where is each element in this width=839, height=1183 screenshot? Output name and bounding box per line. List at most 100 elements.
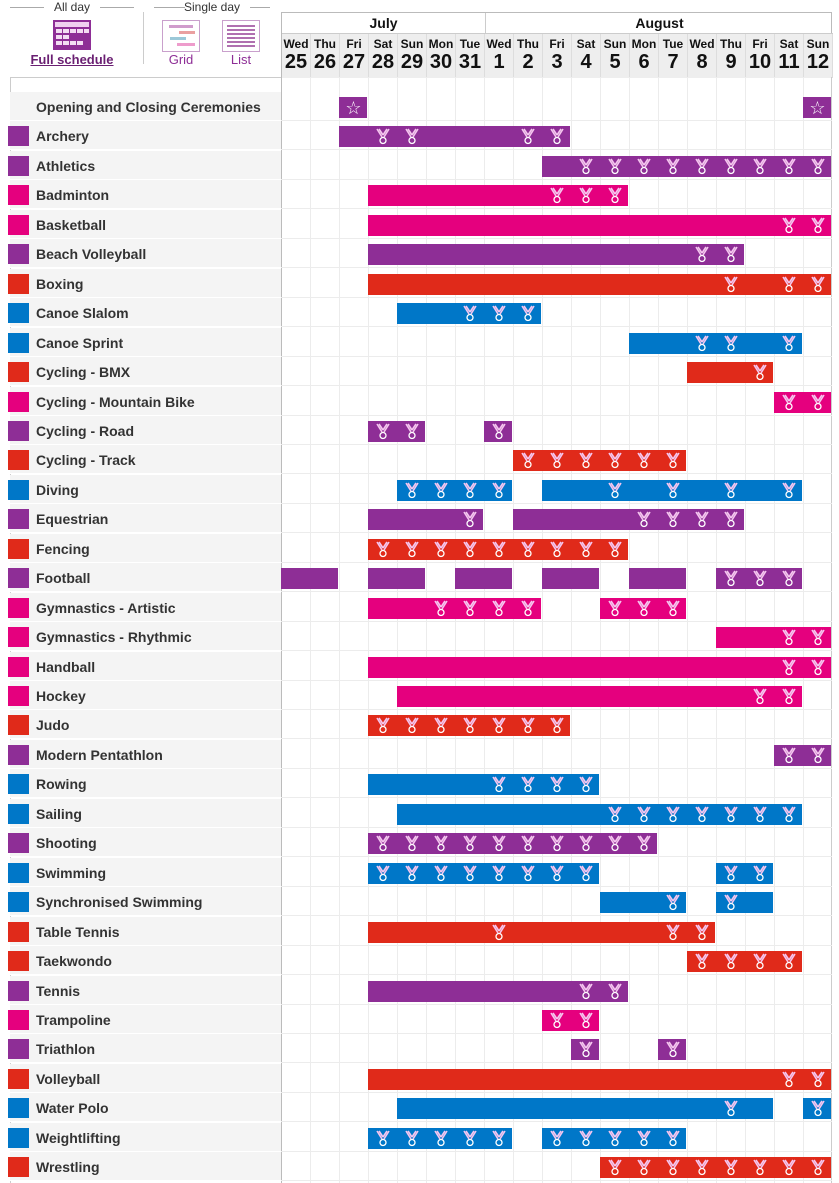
event-bar[interactable] [774,391,831,413]
sport-label[interactable]: Canoe Sprint [8,327,281,357]
day-header[interactable]: Mon 30 [427,34,456,78]
event-bar[interactable] [368,921,715,943]
sport-label[interactable]: Shooting [8,828,281,858]
sport-label[interactable]: Cycling - BMX [8,357,281,387]
event-bar[interactable] [368,568,425,590]
event-bar[interactable] [542,1009,599,1031]
sport-label[interactable]: Volleyball [8,1063,281,1093]
event-bar[interactable] [397,1098,773,1120]
day-header[interactable]: Sat 11 [775,34,804,78]
sport-label[interactable]: Canoe Slalom [8,298,281,328]
day-header[interactable]: Wed 25 [282,34,311,78]
event-bar[interactable] [542,1127,686,1149]
sport-label[interactable]: Tennis [8,975,281,1005]
sport-label[interactable]: Weightlifting [8,1122,281,1152]
event-bar[interactable]: ☆ [339,97,367,118]
sport-label[interactable]: Modern Pentathlon [8,739,281,769]
event-bar[interactable] [368,244,744,266]
sport-label[interactable]: Judo [8,710,281,740]
event-bar[interactable] [368,656,831,678]
day-header[interactable]: Sat 4 [572,34,601,78]
sport-label[interactable]: Athletics [8,150,281,180]
sport-label[interactable]: Cycling - Mountain Bike [8,386,281,416]
day-header[interactable]: Wed 1 [485,34,514,78]
sport-label[interactable]: Taekwondo [8,946,281,976]
day-header[interactable]: Tue 31 [456,34,485,78]
sport-label[interactable]: Football [8,563,281,593]
sport-label[interactable]: Archery [8,121,281,151]
event-bar[interactable] [571,1039,599,1061]
event-bar[interactable] [600,892,686,914]
event-bar[interactable] [629,332,802,354]
sport-label[interactable]: Hockey [8,681,281,710]
event-bar[interactable] [368,185,628,207]
sport-label[interactable]: Water Polo [8,1093,281,1123]
grid-view-button[interactable]: Grid [158,20,204,67]
day-header[interactable]: Thu 26 [311,34,340,78]
sport-label[interactable]: Synchronised Swimming [8,887,281,917]
event-bar[interactable] [339,126,570,148]
event-bar[interactable] [368,420,425,442]
event-bar[interactable] [774,744,831,766]
day-header[interactable]: Sat 28 [369,34,398,78]
day-header[interactable]: Mon 6 [630,34,659,78]
day-header[interactable]: Thu 2 [514,34,543,78]
event-bar[interactable] [542,568,599,590]
event-bar[interactable]: ☆ [803,97,831,118]
sport-label[interactable]: Rowing [8,769,281,799]
sport-label[interactable]: Opening and Closing Ceremonies [10,92,281,121]
event-bar[interactable] [600,597,686,619]
sport-label[interactable]: Diving [8,474,281,504]
event-bar[interactable] [368,273,831,295]
sport-label[interactable]: Badminton [8,180,281,210]
event-bar[interactable] [716,892,773,914]
event-bar[interactable] [397,803,802,825]
day-header[interactable]: Sun 12 [804,34,833,78]
event-bar[interactable] [513,509,744,531]
event-bar[interactable] [368,833,657,855]
event-bar[interactable] [484,420,512,442]
sport-label[interactable]: Cycling - Road [8,415,281,445]
sport-label[interactable]: Basketball [8,209,281,239]
sport-label[interactable]: Swimming [8,857,281,887]
event-bar[interactable] [803,1098,831,1120]
sport-label[interactable]: Handball [8,651,281,681]
event-bar[interactable] [513,450,686,472]
event-bar[interactable] [368,715,570,737]
sport-label[interactable]: Fencing [8,533,281,563]
event-bar[interactable] [542,479,802,501]
event-bar[interactable] [368,1068,831,1090]
sport-label[interactable]: Trampoline [8,1004,281,1034]
event-bar[interactable] [368,509,483,531]
event-bar[interactable] [368,1127,512,1149]
event-bar[interactable] [397,686,802,707]
sport-label[interactable]: Gymnastics - Artistic [8,592,281,622]
sport-label[interactable]: Boxing [8,268,281,298]
sport-label[interactable]: Triathlon [8,1034,281,1064]
event-bar[interactable] [368,774,599,796]
event-bar[interactable] [368,214,831,236]
day-header[interactable]: Sun 5 [601,34,630,78]
event-bar[interactable] [455,568,512,590]
day-header[interactable]: Tue 7 [659,34,688,78]
day-header[interactable]: Sun 29 [398,34,427,78]
event-bar[interactable] [368,597,541,619]
event-bar[interactable] [368,862,599,884]
sport-label[interactable]: Gymnastics - Rhythmic [8,622,281,652]
day-header[interactable]: Wed 8 [688,34,717,78]
day-header[interactable]: Fri 10 [746,34,775,78]
event-bar[interactable] [368,980,628,1002]
event-bar[interactable] [716,568,802,590]
sport-label[interactable]: Table Tennis [8,916,281,946]
event-bar[interactable] [687,362,773,384]
sport-label[interactable]: Equestrian [8,504,281,534]
event-bar[interactable] [397,479,512,501]
full-schedule-button[interactable]: Full schedule [22,20,122,67]
event-bar[interactable] [600,1157,831,1179]
event-bar[interactable] [542,155,831,177]
event-bar[interactable] [716,862,773,884]
sport-label[interactable]: Beach Volleyball [8,239,281,269]
sport-label[interactable]: Wrestling [8,1152,281,1182]
event-bar[interactable] [368,538,628,560]
event-bar[interactable] [716,627,831,649]
